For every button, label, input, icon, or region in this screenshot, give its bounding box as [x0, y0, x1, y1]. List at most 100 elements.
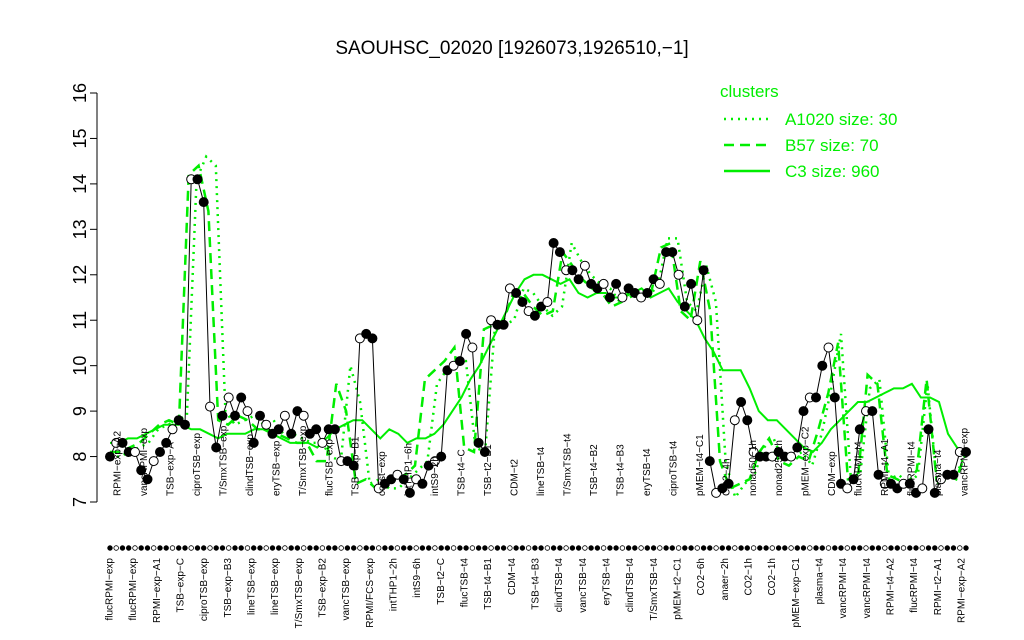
bottom-label: CO2−1h [744, 558, 755, 596]
strip-dot [707, 545, 713, 551]
strip-dot [869, 545, 875, 551]
top-labels: RPMI−exp−A2 vancRPMI−exp TSB−exp−A ciproTSB… [113, 425, 971, 496]
strip-dot [319, 545, 326, 551]
sample-point [273, 424, 284, 435]
strip-dot [725, 545, 732, 551]
strip-dot [844, 545, 850, 551]
top-label: eryTSB−t4 [642, 448, 653, 496]
sample-point [130, 447, 140, 457]
strip-dot [632, 545, 638, 551]
strip-dot [825, 545, 832, 551]
bottom-label: RPMI−t4−A2 [886, 558, 897, 616]
sample-point [617, 292, 628, 303]
dot-strip [107, 545, 969, 551]
cluster-line-0 [110, 154, 968, 501]
strip-dot [182, 545, 188, 551]
strip-dot [700, 545, 707, 551]
strip-dot [407, 545, 413, 551]
y-tick-label: 7 [70, 497, 90, 507]
sample-point [317, 437, 328, 448]
sample-point [917, 483, 928, 494]
strip-dot [957, 545, 963, 551]
strip-dot [332, 545, 338, 551]
sample-point [729, 415, 740, 426]
strip-dot [944, 545, 950, 551]
strip-dot [282, 545, 288, 551]
sample-point [567, 265, 578, 276]
strip-dot [738, 545, 744, 551]
bottom-label: CDM−t4 [507, 558, 518, 595]
sample-point [161, 437, 172, 448]
bottom-label: CO2−1h [767, 558, 778, 596]
sample-point [517, 297, 528, 307]
top-label: flucRPMI−t4 [854, 441, 865, 496]
sample-point [573, 274, 584, 285]
strip-dot [563, 545, 569, 551]
bottom-label: eryTSB−t4 [602, 558, 613, 606]
strip-dot [357, 545, 363, 551]
strip-dot [307, 545, 313, 551]
bottom-label: vancRPMI−t4 [838, 558, 849, 619]
bottom-label: lineTSB−exp [270, 558, 281, 615]
strip-dot [744, 545, 750, 551]
strip-dot [188, 545, 194, 551]
sample-point [148, 456, 159, 467]
sample-point [579, 260, 590, 271]
strip-dot [950, 545, 957, 551]
strip-dot [650, 545, 657, 551]
strip-dot [600, 545, 607, 551]
top-label: TSB−exp−B1 [351, 436, 362, 496]
legend-label: B57 size: 70 [785, 136, 879, 155]
sample-point [223, 392, 234, 403]
strip-dot [488, 545, 494, 551]
strip-dot [638, 545, 644, 551]
legend-label: C3 size: 960 [785, 162, 880, 181]
sample-point [867, 406, 878, 417]
legend-label: A1020 size: 30 [785, 110, 897, 129]
top-label: intTHP1−6h [404, 443, 415, 496]
strip-dot [150, 545, 157, 551]
strip-dot [963, 545, 969, 551]
top-label: ciproTSB−exp [192, 432, 203, 496]
strip-dot [382, 545, 388, 551]
strip-dot [894, 545, 900, 551]
strip-dot [157, 545, 163, 551]
sample-point [167, 424, 178, 435]
sample-point [311, 424, 322, 435]
sample-point [848, 474, 859, 485]
sample-point [417, 478, 428, 489]
sample-point [217, 410, 228, 421]
bottom-label: TSB−exp−C [176, 558, 187, 612]
bottom-label: clindTSB−t4 [625, 558, 636, 613]
sample-point [479, 447, 490, 457]
strip-dot [938, 545, 944, 551]
strip-dot [369, 545, 376, 551]
strip-dot [932, 545, 938, 551]
sample-point [248, 437, 259, 448]
bottom-label: vancTSB−t4 [578, 558, 589, 613]
sample-point [367, 333, 378, 344]
strip-dot [294, 545, 301, 551]
chart-title: SAOUHSC_02020 [1926073,1926510,−1] [335, 38, 688, 59]
strip-dot [907, 545, 913, 551]
sample-point [823, 342, 834, 353]
strip-dot [413, 545, 419, 551]
strip-dot [232, 545, 238, 551]
strip-dot [225, 545, 232, 551]
strip-dot [288, 545, 294, 551]
strip-dot [107, 545, 113, 551]
sample-point [542, 297, 553, 307]
strip-dot [782, 545, 788, 551]
strip-dot [582, 545, 588, 551]
strip-dot [569, 545, 576, 551]
sample-point [205, 401, 215, 412]
sample-point [467, 342, 478, 353]
strip-dot [625, 545, 632, 551]
sample-point [854, 424, 865, 435]
top-label: TSB−t4−C [457, 449, 468, 496]
top-label: flucRPMI−t4 [907, 441, 918, 496]
sample-point [679, 301, 690, 312]
sample-point [286, 428, 297, 439]
strip-dot [138, 545, 144, 551]
sample-point [198, 197, 209, 208]
